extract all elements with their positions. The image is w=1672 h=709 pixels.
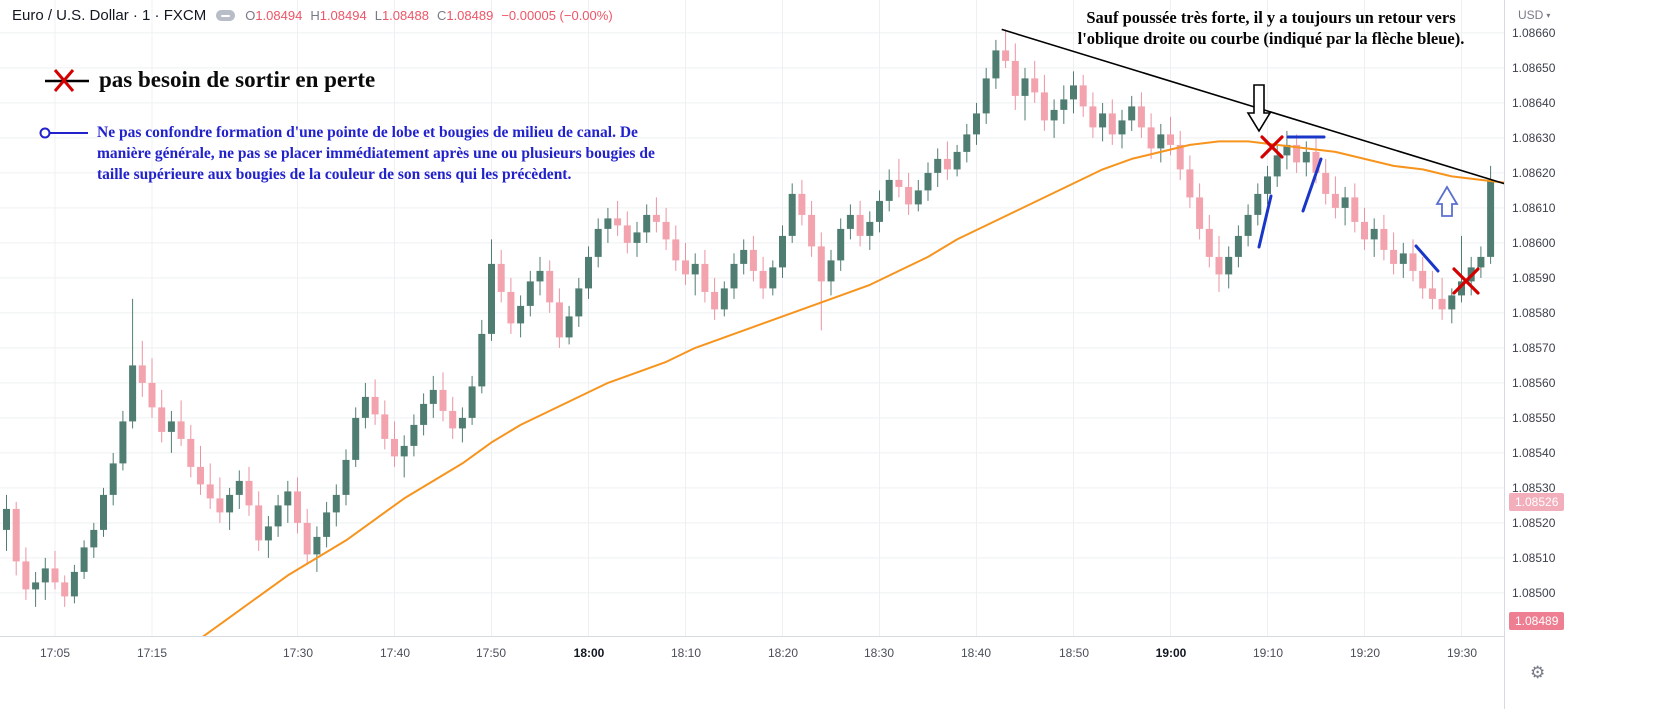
crossed-line-icon [45, 69, 89, 92]
chevron-down-icon: ▾ [1546, 10, 1551, 20]
symbol-legend: Euro / U.S. Dollar · 1 · FXCM O1.08494 H… [12, 7, 613, 24]
annotation-text: Ne pas confondre formation d'une pointe … [97, 124, 655, 183]
blue-segment-drawings [1257, 135, 1440, 273]
price-axis-label: 1.08580 [1512, 306, 1556, 320]
chart-canvas[interactable] [0, 0, 1504, 636]
grid-lines [0, 0, 1504, 636]
time-axis-label: 19:10 [1252, 646, 1284, 660]
price-axis-label: 1.08540 [1512, 446, 1556, 460]
time-axis-label: 18:40 [960, 646, 992, 660]
price-axis-label: 1.08530 [1512, 481, 1556, 495]
price-axis-label: 1.08640 [1512, 96, 1556, 110]
price-axis-label: 1.08660 [1512, 26, 1556, 40]
price-axis-label: 1.08500 [1512, 586, 1556, 600]
price-badge-secondary: 1.08526 [1509, 493, 1565, 511]
settings-gear-icon[interactable]: ⚙ [1530, 663, 1546, 682]
currency-selector[interactable]: USD ▾ [1518, 8, 1550, 22]
annotation-line-2: l'oblique droite ou courbe (indiqué par … [1077, 29, 1465, 48]
price-axis[interactable]: USD ▾ 1.08526 1.08489 1.08660 1.08650 1.08… [1504, 0, 1672, 709]
price-axis-label: 1.08550 [1512, 411, 1556, 425]
ohlc-values: O1.08494 H1.08494 L1.08488 C1.08489 −0.0… [245, 8, 612, 23]
annotation-no-loss-exit: pas besoin de sortir en perte [44, 66, 375, 94]
price-axis-label: 1.08610 [1512, 201, 1556, 215]
high-pair: H1.08494 [310, 8, 367, 23]
annotation-return-to-oblique: Sauf poussée très forte, il y a toujours… [1036, 7, 1506, 49]
price-axis-label: 1.08600 [1512, 236, 1556, 250]
up-arrow-icon [1435, 185, 1459, 217]
time-axis-label: 19:20 [1349, 646, 1381, 660]
time-axis-label: 18:20 [767, 646, 799, 660]
price-axis-label: 1.08630 [1512, 131, 1556, 145]
change-value: −0.00005 (−0.00%) [501, 8, 613, 23]
arrow-drawings [1246, 84, 1459, 217]
annotation-line-1: Sauf poussée très forte, il y a toujours… [1086, 8, 1456, 27]
price-axis-label: 1.08520 [1512, 516, 1556, 530]
annotation-channel-warning: Ne pas confondre formation d'une pointe … [38, 122, 689, 185]
moving-average-line [202, 140, 1504, 636]
price-axis-label: 1.08650 [1512, 61, 1556, 75]
trendline-drawing [1001, 28, 1504, 185]
time-axis-label: 17:05 [39, 646, 71, 660]
price-axis-label: 1.08620 [1512, 166, 1556, 180]
annotation-text: pas besoin de sortir en perte [99, 67, 376, 92]
time-axis-label: 17:50 [475, 646, 507, 660]
open-pair: O1.08494 [245, 8, 303, 23]
time-axis-label: 18:00 [573, 646, 605, 660]
time-axis[interactable]: 17:05 17:15 17:30 17:40 17:50 18:00 18:10 18:20… [0, 636, 1672, 709]
time-axis-label: 18:30 [863, 646, 895, 660]
price-badge-last-price: 1.08489 [1509, 612, 1565, 630]
time-axis-label: 18:10 [670, 646, 702, 660]
price-axis-label: 1.08510 [1512, 551, 1556, 565]
time-axis-label: 18:50 [1058, 646, 1090, 660]
time-axis-label: 17:30 [282, 646, 314, 660]
close-pair: C1.08489 [436, 8, 494, 23]
trendline-tool-icon [39, 127, 88, 139]
time-axis-label: 19:30 [1446, 646, 1478, 660]
red-x-marks [1260, 135, 1480, 295]
candlestick-series [3, 29, 1495, 607]
down-arrow-icon [1246, 84, 1272, 133]
low-pair: L1.08488 [374, 8, 429, 23]
price-axis-label: 1.08590 [1512, 271, 1556, 285]
currency-label: USD [1518, 8, 1544, 22]
price-axis-label: 1.08560 [1512, 376, 1556, 390]
time-axis-label: 19:00 [1155, 646, 1187, 660]
minus-icon [221, 14, 231, 17]
time-axis-label: 17:40 [379, 646, 411, 660]
legend-collapse-button[interactable] [216, 10, 236, 21]
time-axis-label: 17:15 [136, 646, 168, 660]
symbol-title[interactable]: Euro / U.S. Dollar · 1 · FXCM [12, 7, 207, 24]
price-axis-label: 1.08570 [1512, 341, 1556, 355]
